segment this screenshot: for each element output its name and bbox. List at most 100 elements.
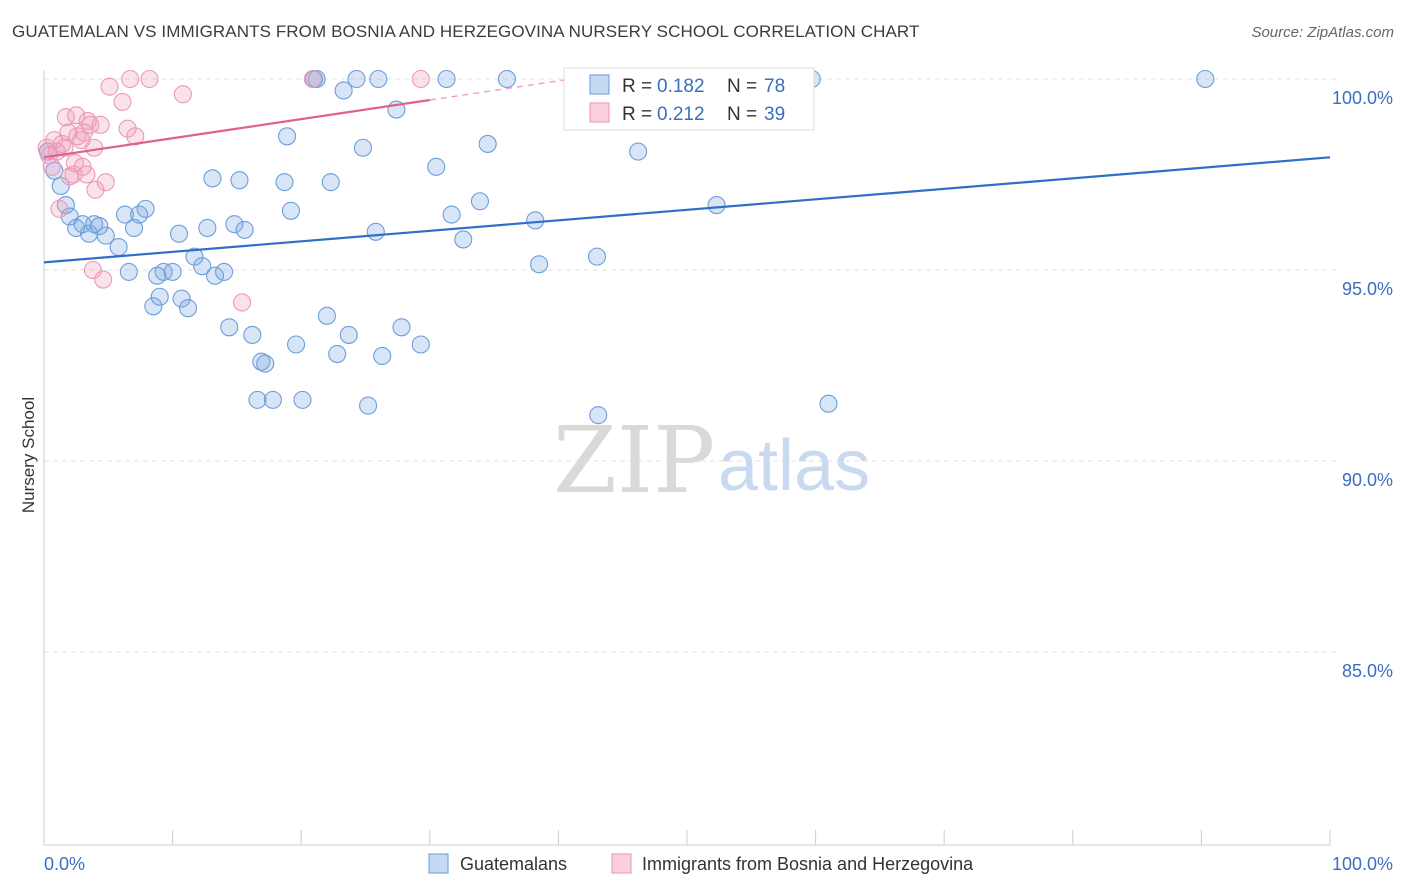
data-point-guatemalans <box>454 230 473 249</box>
data-point-guatemalans <box>366 222 385 241</box>
data-point-guatemalans <box>163 262 182 281</box>
data-point-bosnia <box>303 69 322 89</box>
data-point-bosnia <box>81 115 100 134</box>
data-point-guatemalans <box>185 247 204 266</box>
bottom-legend-swatch-blue <box>428 853 449 874</box>
y-axis-label: Nursery School <box>19 397 38 513</box>
data-point-guatemalans <box>243 325 262 344</box>
legend-r-label-2: R = <box>622 104 652 125</box>
data-point-bosnia <box>85 138 104 157</box>
data-point-guatemalans <box>214 262 234 281</box>
data-point-bosnia <box>173 85 192 104</box>
axes: 85.0% 90.0% 95.0% 100.0% 0.0% 100.0% <box>43 70 1393 874</box>
data-point-bosnia <box>67 106 86 125</box>
data-point-guatemalans <box>369 69 388 89</box>
data-point-guatemalans <box>353 138 372 157</box>
data-point-guatemalans <box>205 266 225 285</box>
data-point-guatemalans <box>334 81 353 100</box>
y-tick-label: 100.0% <box>1332 88 1393 108</box>
data-point-guatemalans <box>328 344 347 364</box>
bottom-legend-label-bosnia: Immigrants from Bosnia and Herzegovina <box>642 854 974 874</box>
chart-source: Source: ZipAtlas.com <box>1251 24 1394 41</box>
data-point-guatemalans <box>589 406 608 425</box>
data-point-bosnia <box>113 92 132 111</box>
data-point-guatemalans <box>90 217 109 236</box>
data-point-guatemalans <box>115 205 135 224</box>
data-point-guatemalans <box>96 226 115 245</box>
data-point-guatemalans <box>530 255 549 274</box>
data-point-guatemalans <box>819 394 838 413</box>
data-point-guatemalans <box>198 218 217 238</box>
data-point-guatemalans <box>193 257 212 276</box>
data-point-guatemalans <box>411 335 430 354</box>
data-point-bosnia <box>91 115 110 134</box>
data-point-guatemalans <box>136 199 155 218</box>
data-point-bosnia <box>94 270 113 289</box>
data-point-guatemalans <box>256 354 275 373</box>
data-point-guatemalans <box>373 346 392 366</box>
data-point-guatemalans <box>293 390 312 409</box>
data-point-guatemalans <box>437 69 456 89</box>
data-point-bosnia <box>77 165 96 184</box>
legend-r-value-2: 0.212 <box>657 104 705 125</box>
bottom-legend-swatch-pink <box>611 853 632 874</box>
data-point-bosnia <box>50 199 69 218</box>
x-tick-label-max: 100.0% <box>1332 854 1393 874</box>
watermark-zip: ZIP <box>553 407 715 514</box>
data-point-guatemalans <box>629 142 648 161</box>
data-point-bosnia <box>42 157 61 176</box>
data-point-guatemalans <box>478 134 497 153</box>
data-point-guatemalans <box>497 69 517 89</box>
data-point-guatemalans <box>150 287 169 306</box>
chart-title: GUATEMALAN VS IMMIGRANTS FROM BOSNIA AND… <box>12 22 920 41</box>
data-point-guatemalans <box>317 306 336 325</box>
data-point-bosnia <box>411 69 430 89</box>
data-point-bosnia <box>86 180 105 199</box>
data-point-guatemalans <box>178 299 198 318</box>
data-point-bosnia <box>140 69 159 89</box>
legend-r-value-1: 0.182 <box>657 76 705 97</box>
data-point-guatemalans <box>359 396 378 415</box>
data-point-guatemalans <box>587 247 607 266</box>
data-point-guatemalans <box>526 211 545 230</box>
legend-r-label-1: R = <box>622 76 652 97</box>
data-point-bosnia <box>55 138 74 157</box>
data-point-bosnia <box>118 119 137 138</box>
data-point-guatemalans <box>1196 69 1215 89</box>
data-point-guatemalans <box>307 69 326 89</box>
data-point-bosnia <box>121 69 140 89</box>
y-tick-label: 85.0% <box>1342 661 1393 681</box>
data-point-guatemalans <box>220 318 239 337</box>
x-tick-label-min: 0.0% <box>44 854 85 874</box>
data-point-guatemalans <box>321 173 340 192</box>
data-point-guatemalans <box>263 390 282 409</box>
data-point-guatemalans <box>119 262 138 281</box>
bottom-legend: Guatemalans Immigrants from Bosnia and H… <box>428 853 974 874</box>
data-point-guatemalans <box>172 289 191 308</box>
legend-n-label-1: N = <box>727 76 757 97</box>
legend-n-value-1: 78 <box>764 76 785 97</box>
legend-swatch-blue <box>589 74 610 95</box>
data-point-guatemalans <box>248 390 267 409</box>
data-point-guatemalans <box>230 171 249 190</box>
trend-line-guatemalans <box>43 156 1331 264</box>
trend-lines <box>43 76 1331 264</box>
data-point-guatemalans <box>203 169 222 188</box>
data-point-guatemalans <box>427 157 446 176</box>
data-point-guatemalans <box>124 218 144 238</box>
y-tick-label: 90.0% <box>1342 470 1393 490</box>
data-point-bosnia <box>74 123 93 142</box>
legend-box: R = 0.182 N = 78 R = 0.212 N = 39 <box>563 67 815 131</box>
trend-line-bosnia-extension <box>429 76 585 101</box>
data-point-guatemalans <box>392 318 411 337</box>
data-point-guatemalans <box>347 69 366 89</box>
data-point-bosnia <box>96 173 115 192</box>
bottom-legend-label-guatemalans: Guatemalans <box>460 854 567 874</box>
data-point-guatemalans <box>470 192 490 211</box>
data-point-guatemalans <box>51 176 70 196</box>
data-point-guatemalans <box>109 238 128 257</box>
data-point-guatemalans <box>235 220 254 239</box>
watermark: ZIP atlas <box>553 407 870 514</box>
data-point-guatemalans <box>442 205 461 224</box>
data-point-guatemalans <box>287 335 306 354</box>
